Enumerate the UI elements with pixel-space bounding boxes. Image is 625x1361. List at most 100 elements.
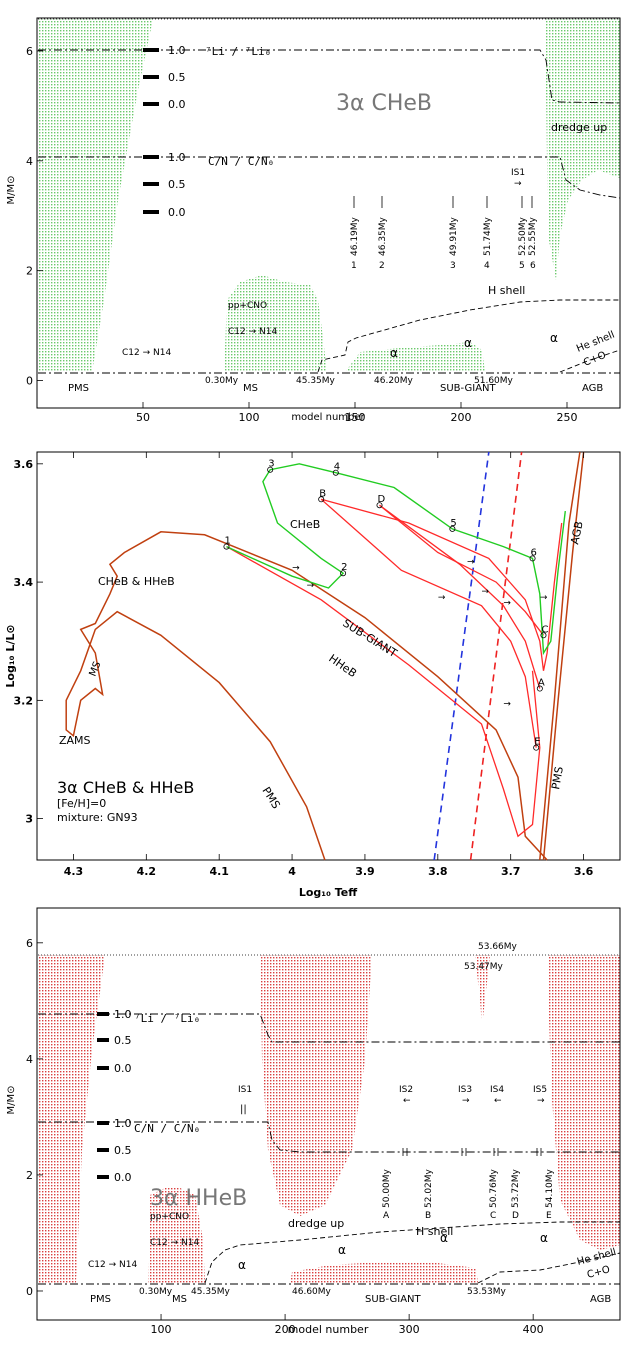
phase-label: PMS [90, 1294, 111, 1305]
track-cheb [226, 463, 566, 656]
strip-crossing-dir: ← [494, 1096, 502, 1106]
track-hheb-d [379, 504, 541, 689]
track-label: CHeB [290, 518, 320, 531]
marker-id: 2 [379, 261, 385, 271]
panel-middle: → → → → → → → → 1 2 3 4 5 6 B D C A E 4.3 4.2 4.1 4 3.9 3.8 3.7… [4, 451, 621, 899]
x-axis-title: model number [291, 412, 365, 423]
hr-point-marker [332, 469, 339, 476]
marker-age: 46.35My [378, 216, 388, 256]
convective-zone-pms [38, 19, 153, 372]
marker-id: 4 [484, 261, 490, 271]
x-tick-label: 100 [239, 411, 260, 424]
hr-point-label: A [538, 678, 545, 689]
li-abundance-line [38, 1013, 620, 1043]
track-arrow: → [540, 593, 548, 603]
marker-id: D [512, 1211, 519, 1221]
hr-point-marker [449, 525, 456, 532]
alpha-label: α [550, 331, 558, 345]
marker-age: 49.91My [449, 216, 459, 256]
marker-age: 52.02My [424, 1168, 434, 1208]
phase-label: SUB-GIANT [365, 1294, 422, 1305]
marker-age: 46.19My [350, 216, 360, 256]
marker-id: 1 [351, 261, 357, 271]
x-tick-label: 4.1 [209, 865, 229, 878]
phase-label: SUB-GIANT [440, 383, 497, 394]
hr-point-marker [267, 466, 274, 473]
alpha-label: α [238, 1258, 246, 1272]
time-label: 45.35My [191, 1287, 231, 1297]
phase-label: MS [172, 1294, 187, 1305]
scale-label: 0.0 [114, 1171, 132, 1184]
li-ratio-label: ⁷Li / ⁷Li₀ [134, 1012, 200, 1025]
metallicity-label: [Fe/H]=0 [57, 797, 106, 810]
strip-crossing-label: IS4 [490, 1085, 504, 1095]
scale-bars [97, 1012, 109, 1179]
x-tick-label: 150 [345, 411, 366, 424]
time-label: 0.30My [205, 376, 239, 386]
alpha-label: α [440, 1231, 448, 1245]
hr-point-marker [529, 555, 536, 562]
convective-zone-dredge [260, 955, 372, 1216]
panel-top-title: 3α CHeB [336, 91, 432, 116]
convective-zone-small [475, 955, 490, 1026]
track-arrow: → [482, 587, 490, 597]
scale-label: 1.0 [114, 1117, 132, 1130]
he-shell-label: He shell [576, 1247, 618, 1268]
track-label: AGB [568, 520, 586, 546]
marker-id: 3 [450, 261, 456, 271]
h-shell-line [317, 299, 620, 373]
hr-tracks: → → → → → → → → [65, 451, 585, 861]
track-arrow: → [438, 593, 446, 603]
x-tick-label: 400 [523, 1323, 544, 1336]
scale-label: 0.5 [168, 178, 186, 191]
marker-id: C [490, 1211, 496, 1221]
strip-crossing-dir: → [462, 1096, 470, 1106]
x-tick-label: 300 [399, 1323, 420, 1336]
time-label: 53.53My [467, 1287, 507, 1297]
track-arrow: → [307, 581, 315, 591]
marker-age: 53.72My [511, 1168, 521, 1208]
cn-abundance-line [38, 156, 621, 199]
red-edge-line [469, 451, 523, 861]
track-hheb-c [379, 504, 545, 636]
scale-label: 1.0 [168, 151, 186, 164]
hr-points: 1 2 3 4 5 6 B D C A E [223, 459, 548, 751]
dredge-up-label: dredge up [288, 1217, 344, 1230]
time-label: 51.60My [474, 376, 514, 386]
strip-crossing-label: IS3 [458, 1085, 472, 1095]
li-ratio-label: ⁷Li / ⁷Li₀ [205, 45, 271, 58]
time-label: 46.20My [374, 376, 414, 386]
y-tick-label: 3.4 [14, 576, 34, 589]
track-arrow: → [292, 563, 300, 573]
hr-point-label: 4 [334, 462, 340, 473]
alpha-label: α [540, 1231, 548, 1245]
strip-crossing-label: IS1 [511, 168, 525, 178]
scale-label: 1.0 [114, 1008, 132, 1021]
convective-zone-subgiant [345, 342, 485, 372]
li-abundance-line [38, 49, 621, 104]
strip-crossing-label: IS5 [533, 1085, 547, 1095]
x-axis: 100 200 300 400 [151, 1314, 544, 1336]
convective-zone-subgiant [290, 1262, 478, 1283]
phase-label: MS [243, 383, 258, 394]
track-label: CHeB & HHeB [98, 575, 175, 588]
y-axis: 0 2 4 6 [26, 937, 43, 1298]
convective-zone-agb [548, 955, 620, 1250]
strip-crossings: IS1 || IS2 ← IS3 → IS4 ← IS5 → [238, 1085, 547, 1156]
x-tick-label: 200 [451, 411, 472, 424]
h-shell-label: H shell [416, 1225, 453, 1238]
panel-bottom-title: 3α HHeB [150, 1186, 247, 1211]
pp-cno-label: pp+CNO [150, 1212, 189, 1222]
hr-point-label: 1 [224, 536, 230, 547]
c12-n14-label: C12 → N14 [150, 1238, 199, 1248]
pp-cno-label: pp+CNO [228, 301, 267, 311]
time-label: 45.35My [296, 376, 336, 386]
scale-label: 0.0 [168, 206, 186, 219]
track-agb [539, 451, 581, 861]
scale-label: 0.0 [168, 98, 186, 111]
phase-label: AGB [590, 1294, 611, 1305]
hr-point-marker [223, 543, 230, 550]
track-arrow: → [503, 599, 511, 609]
hr-point-label: D [378, 494, 386, 505]
